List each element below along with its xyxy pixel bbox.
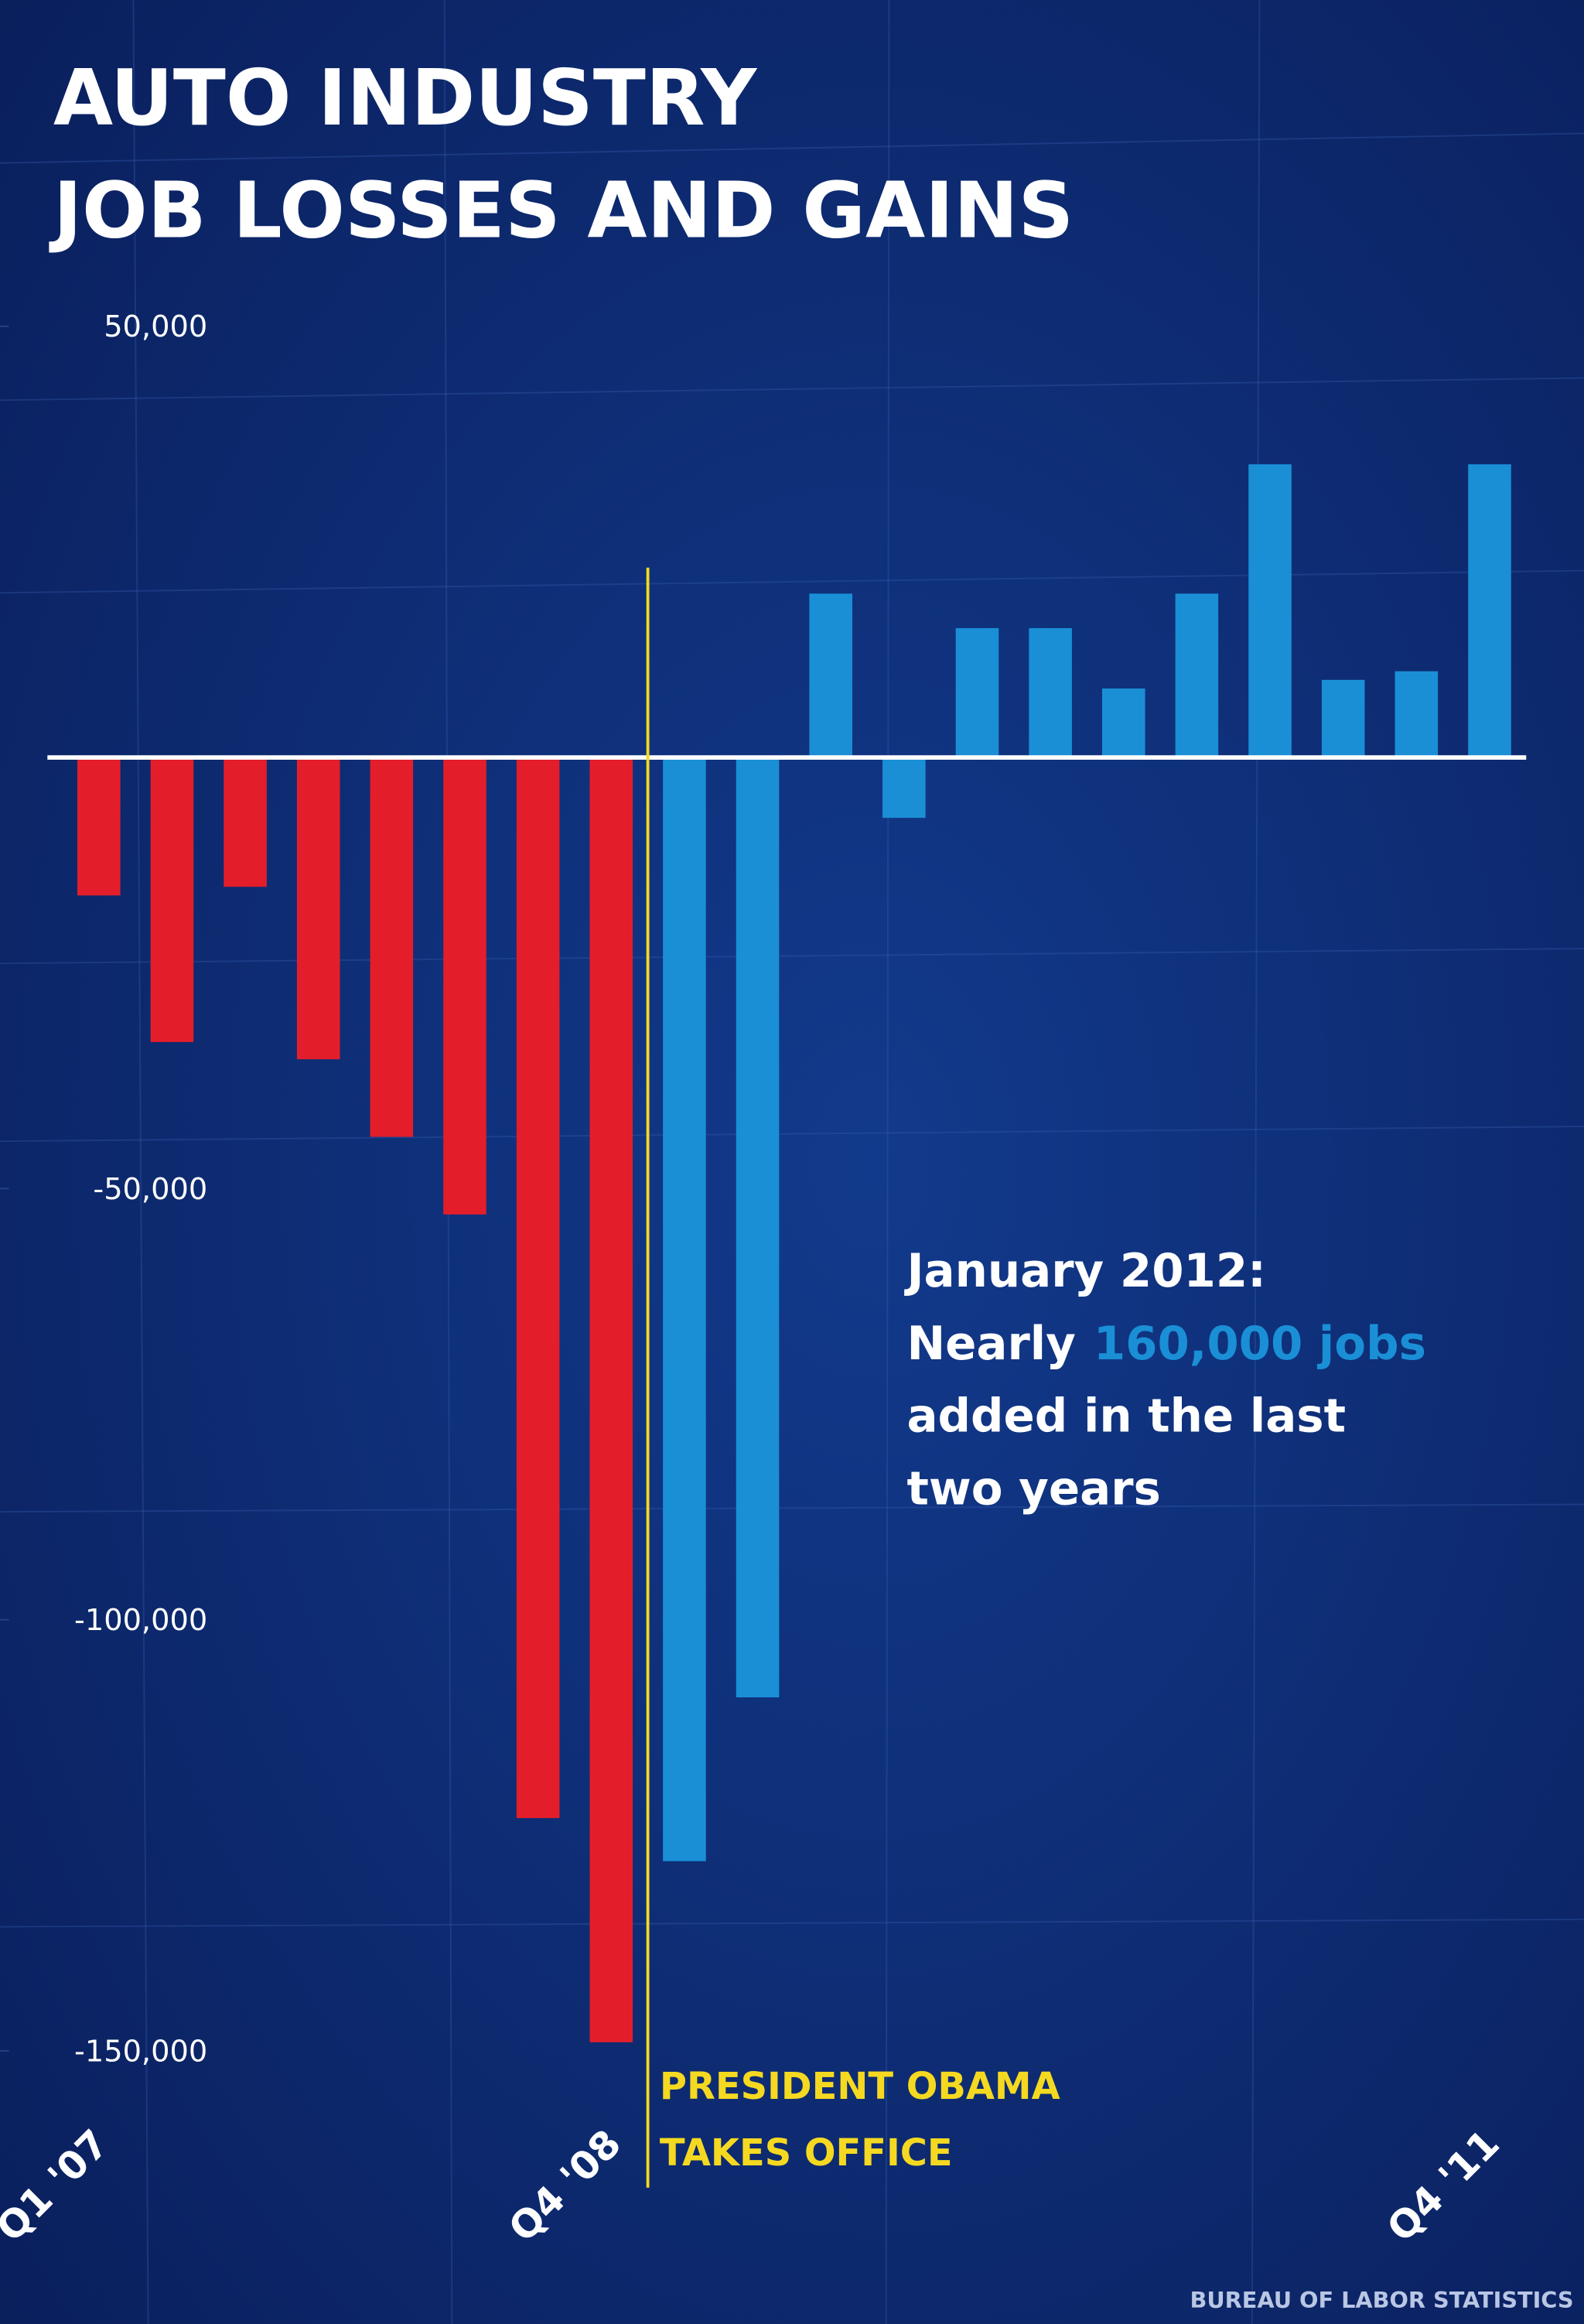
bar [1248,464,1292,758]
bar [77,757,121,896]
bar [663,757,706,1861]
annotation-highlight: 160,000 jobs [1094,1318,1426,1371]
bar [443,757,486,1215]
bar [736,757,780,1697]
chart-title: AUTO INDUSTRY [53,54,758,143]
bar [1101,688,1145,758]
annotation: added in the last [906,1390,1346,1444]
bar [955,627,999,758]
bar [882,757,926,819]
bar [516,757,560,1819]
event-label: PRESIDENT OBAMA [660,2066,1060,2108]
y-tick-label: -150,000 [74,2034,207,2069]
bar [589,757,633,2042]
bar [150,757,194,1042]
annotation: Nearly 160,000 jobs [906,1318,1425,1371]
bar [296,757,340,1060]
bar [370,757,414,1137]
bar [1321,679,1365,758]
event-label: TAKES OFFICE [660,2132,953,2175]
y-tick-label: -50,000 [93,1172,207,1207]
annotation-text: Nearly [906,1318,1075,1371]
bar [1468,464,1511,758]
bar [1175,593,1219,758]
annotation: two years [906,1463,1160,1516]
y-tick-label: 50,000 [104,309,207,344]
source: BUREAU OF LABOR STATISTICS [1190,2287,1573,2313]
bar [1029,627,1072,758]
chart-title: JOB LOSSES AND GAINS [49,167,1074,256]
bar [809,593,852,758]
bar [224,757,267,887]
annotation: January 2012: [903,1245,1265,1298]
bar [1395,671,1439,758]
y-tick-label: -100,000 [74,1603,207,1638]
